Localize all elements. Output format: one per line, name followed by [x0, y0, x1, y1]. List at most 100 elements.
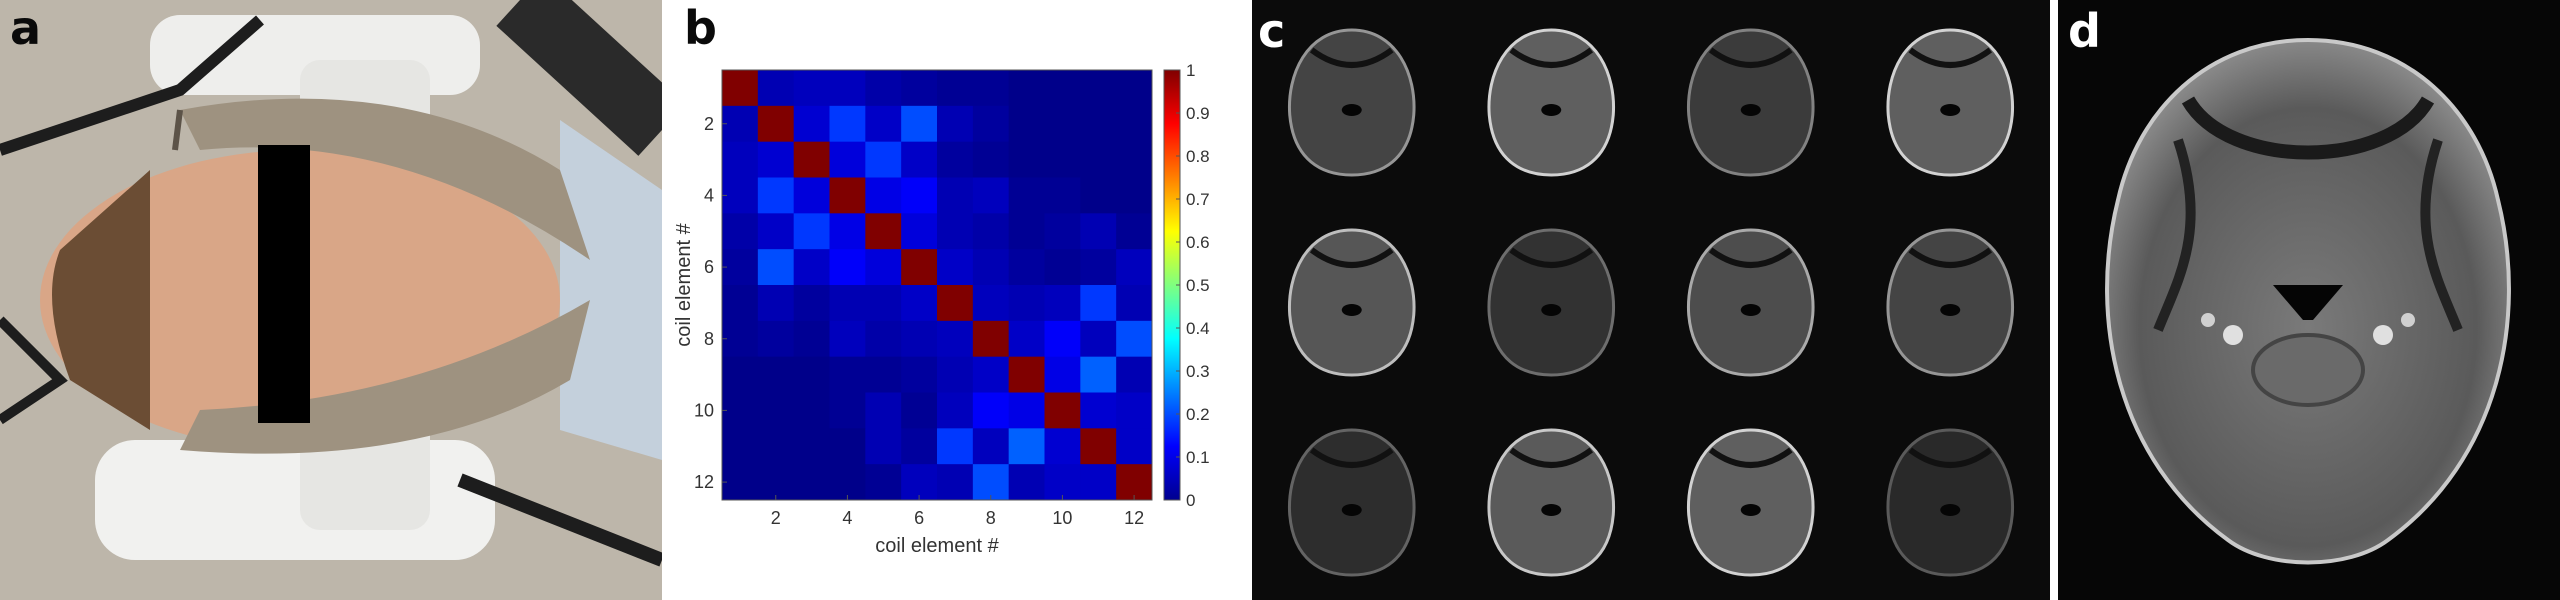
coil-dental-arch [1309, 447, 1394, 468]
panel-label-c: c [1258, 4, 1286, 58]
coil-dental-arch [1908, 247, 1993, 268]
heatmap-cell [1080, 320, 1117, 358]
y-tick-label: 6 [704, 257, 714, 277]
heatmap-cell [972, 105, 1010, 143]
heatmap-cell [829, 141, 866, 178]
y-tick-label: 2 [704, 114, 714, 134]
cable [0, 316, 68, 425]
heatmap-cell [722, 356, 759, 393]
coil-dental-arch [1908, 47, 1993, 68]
coil-airway [1541, 304, 1562, 316]
heatmap-cell [722, 141, 759, 178]
coil-dental-arch [1708, 447, 1793, 468]
heatmap-cell [901, 392, 938, 429]
heatmap-cell [1044, 105, 1081, 143]
coil-airway [1940, 504, 1961, 516]
heatmap-cell [1116, 249, 1153, 286]
heatmap-cell [1008, 392, 1045, 429]
jaw-right [2420, 138, 2463, 332]
coil-upper [180, 98, 590, 260]
heatmap-cell [1008, 285, 1045, 322]
heatmap-cell [865, 70, 902, 107]
heatmap-cell [1080, 428, 1117, 465]
heatmap-cell [972, 428, 1010, 465]
coil-airway [1341, 104, 1362, 116]
hair [52, 170, 150, 430]
colorbar-tick-label: 0.5 [1186, 276, 1210, 295]
heatmap-cell [757, 285, 795, 322]
heatmap-cell [972, 213, 1010, 250]
coil-element-image [1886, 28, 2015, 177]
combined-mri-image [2105, 37, 2511, 565]
heatmap-cell [972, 285, 1010, 322]
coil-airway [1740, 504, 1761, 516]
panel-label-a: a [10, 1, 42, 55]
coil-element-image [1287, 428, 1416, 577]
heatmap-cell [937, 392, 974, 429]
heatmap-cell [1008, 428, 1045, 465]
heatmap-cell [1080, 249, 1117, 286]
coil-element-image [1487, 428, 1616, 577]
heatmap-cell [937, 320, 974, 358]
vessel-right-small [2401, 313, 2415, 327]
heatmap-cell [722, 177, 759, 214]
coil-dental-arch [1509, 247, 1594, 268]
panel-label-b: b [684, 1, 717, 55]
vertebra [2251, 333, 2365, 407]
x-axis-label: coil element # [875, 535, 999, 557]
panel-b-heatmap: 2 4 6 8 10 12 2 4 6 8 10 12 coil element # coil ele… [662, 0, 1252, 600]
heatmap-cell [937, 213, 974, 250]
heatmap-cell [901, 320, 938, 358]
heatmap-cell [1080, 464, 1117, 501]
coil-element-image [1886, 428, 2015, 577]
y-tick-label: 12 [694, 472, 714, 492]
coil-airway [1940, 104, 1961, 116]
coil-element-image [1686, 228, 1815, 377]
heatmap-cell [937, 464, 974, 501]
heatmap-cell [937, 285, 974, 322]
colorbar-tick-label: 0.4 [1186, 319, 1210, 338]
coil-head-shape [1886, 28, 2015, 177]
x-tick-label: 8 [986, 508, 996, 528]
heatmap-cell [757, 213, 795, 250]
y-tick-label: 8 [704, 329, 714, 349]
heatmap-cell [722, 249, 759, 286]
heatmap-cell [793, 213, 830, 250]
photo-illustration [0, 0, 662, 600]
heatmap-cell [937, 105, 974, 143]
heatmap-cell [901, 428, 938, 465]
heatmap-cell [757, 141, 795, 178]
cable [0, 15, 264, 156]
heatmap-cell [793, 392, 830, 429]
heatmap-cell [829, 428, 866, 465]
heatmap-cell [1044, 428, 1081, 465]
heatmap-cell [865, 356, 902, 393]
heatmap-cell [1116, 70, 1153, 107]
coil-head-shape [1886, 428, 2015, 577]
panel-a-photo: a [0, 0, 662, 600]
heatmap-cell [972, 249, 1010, 286]
heatmap-cell [829, 213, 866, 250]
heatmap-cell [972, 70, 1010, 107]
heatmap-cell [901, 70, 938, 107]
heatmap-cell [972, 356, 1010, 393]
head-holder-bottom [95, 440, 495, 560]
coil-dental-arch [1908, 447, 1993, 468]
coil-head-shape [1686, 228, 1815, 377]
colorbar-tick-label: 0.7 [1186, 190, 1210, 209]
heatmap-cell [793, 285, 830, 322]
heatmap-cell [1116, 320, 1153, 358]
colorbar-tick-label: 0.3 [1186, 362, 1210, 381]
heatmap-cell [901, 356, 938, 393]
y-axis-label: coil element # [673, 222, 695, 346]
coil-head-shape [1287, 228, 1416, 377]
coil-dental-arch [1708, 47, 1793, 68]
heatmap-cell [722, 428, 759, 465]
heatmap-cell [757, 320, 795, 358]
heatmap-cell [1116, 392, 1153, 429]
heatmap-cell [829, 464, 866, 501]
heatmap-cell [1044, 213, 1081, 250]
panel-c-coil-images: c [1252, 0, 2050, 600]
coil-dental-arch [1309, 247, 1394, 268]
anonymization-bar [258, 145, 310, 423]
